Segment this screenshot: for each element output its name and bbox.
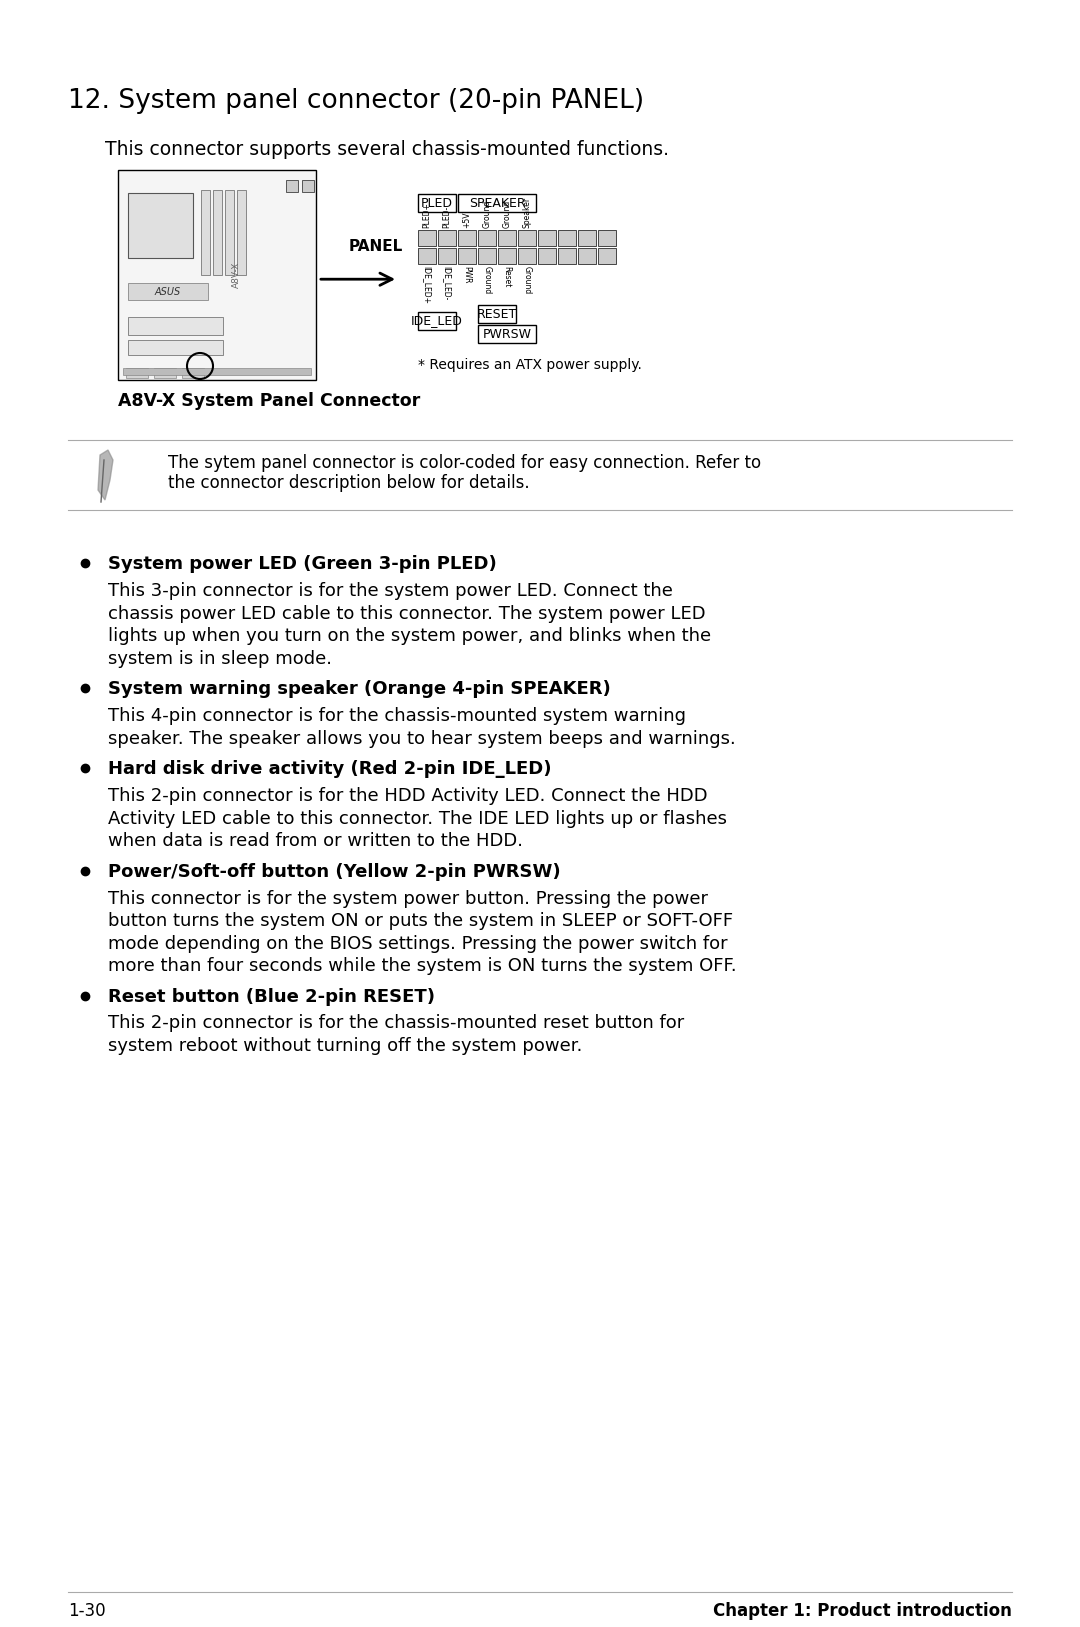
Text: system reboot without turning off the system power.: system reboot without turning off the sy… — [108, 1036, 582, 1054]
Bar — [129, 317, 222, 335]
Text: Reset button (Blue 2-pin RESET): Reset button (Blue 2-pin RESET) — [108, 988, 435, 1005]
Bar — [538, 247, 556, 264]
Bar — [129, 283, 208, 299]
Text: IDE_LED+: IDE_LED+ — [422, 265, 432, 304]
Bar — [418, 229, 436, 246]
Text: This 2-pin connector is for the chassis-mounted reset button for: This 2-pin connector is for the chassis-… — [108, 1015, 685, 1033]
Text: PLED-: PLED- — [443, 205, 451, 228]
Text: Hard disk drive activity (Red 2-pin IDE_LED): Hard disk drive activity (Red 2-pin IDE_… — [108, 760, 552, 778]
FancyBboxPatch shape — [478, 325, 536, 343]
Text: +5V: +5V — [462, 212, 472, 228]
Text: mode depending on the BIOS settings. Pressing the power switch for: mode depending on the BIOS settings. Pre… — [108, 934, 728, 952]
Bar — [213, 190, 222, 275]
Bar — [578, 247, 596, 264]
Text: Ground: Ground — [483, 200, 491, 228]
Text: The sytem panel connector is color-coded for easy connection. Refer to: The sytem panel connector is color-coded… — [168, 454, 761, 472]
Text: button turns the system ON or puts the system in SLEEP or SOFT-OFF: button turns the system ON or puts the s… — [108, 913, 733, 931]
Bar — [438, 229, 456, 246]
Text: more than four seconds while the system is ON turns the system OFF.: more than four seconds while the system … — [108, 957, 737, 975]
FancyBboxPatch shape — [418, 194, 456, 212]
Bar — [225, 190, 234, 275]
Bar — [302, 181, 314, 192]
Text: PWR: PWR — [462, 265, 472, 283]
Text: PLED: PLED — [421, 197, 453, 210]
Text: IDE_LED-: IDE_LED- — [443, 265, 451, 301]
Text: 1-30: 1-30 — [68, 1603, 106, 1620]
Text: Activity LED cable to this connector. The IDE LED lights up or flashes: Activity LED cable to this connector. Th… — [108, 810, 727, 828]
Bar — [126, 368, 148, 377]
Text: PANEL: PANEL — [349, 239, 403, 254]
Text: This connector supports several chassis-mounted functions.: This connector supports several chassis-… — [105, 140, 669, 159]
Bar — [238, 190, 246, 275]
Bar — [129, 340, 222, 355]
Text: Speaker: Speaker — [523, 197, 531, 228]
FancyBboxPatch shape — [418, 312, 456, 330]
Bar — [478, 229, 496, 246]
Text: Ground: Ground — [523, 265, 531, 294]
Text: PWRSW: PWRSW — [483, 327, 531, 340]
FancyBboxPatch shape — [458, 194, 536, 212]
Text: Power/Soft-off button (Yellow 2-pin PWRSW): Power/Soft-off button (Yellow 2-pin PWRS… — [108, 862, 561, 880]
Bar — [286, 181, 298, 192]
Bar — [538, 229, 556, 246]
Bar — [518, 247, 536, 264]
Bar — [578, 229, 596, 246]
Text: * Requires an ATX power supply.: * Requires an ATX power supply. — [418, 358, 642, 373]
FancyBboxPatch shape — [478, 304, 516, 324]
Text: A8V-X: A8V-X — [232, 262, 241, 288]
Text: This connector is for the system power button. Pressing the power: This connector is for the system power b… — [108, 890, 708, 908]
Text: speaker. The speaker allows you to hear system beeps and warnings.: speaker. The speaker allows you to hear … — [108, 729, 735, 747]
Text: This 4-pin connector is for the chassis-mounted system warning: This 4-pin connector is for the chassis-… — [108, 708, 686, 726]
Text: This 2-pin connector is for the HDD Activity LED. Connect the HDD: This 2-pin connector is for the HDD Acti… — [108, 787, 707, 805]
Text: A8V-X System Panel Connector: A8V-X System Panel Connector — [118, 392, 420, 410]
Text: This 3-pin connector is for the system power LED. Connect the: This 3-pin connector is for the system p… — [108, 582, 673, 600]
Bar — [598, 247, 616, 264]
Text: the connector description below for details.: the connector description below for deta… — [168, 473, 529, 491]
Bar — [478, 247, 496, 264]
Text: Reset: Reset — [502, 265, 512, 288]
Bar — [123, 368, 311, 374]
Bar — [558, 229, 576, 246]
Text: chassis power LED cable to this connector. The system power LED: chassis power LED cable to this connecto… — [108, 605, 705, 623]
Text: ASUS: ASUS — [154, 286, 181, 298]
Bar — [129, 194, 193, 259]
Text: Ground: Ground — [502, 200, 512, 228]
Text: lights up when you turn on the system power, and blinks when the: lights up when you turn on the system po… — [108, 626, 711, 644]
Text: IDE_LED: IDE_LED — [411, 314, 463, 327]
Text: 12. System panel connector (20-pin PANEL): 12. System panel connector (20-pin PANEL… — [68, 88, 644, 114]
Bar — [518, 229, 536, 246]
Bar — [458, 247, 476, 264]
Bar — [418, 247, 436, 264]
Text: Chapter 1: Product introduction: Chapter 1: Product introduction — [713, 1603, 1012, 1620]
Bar — [498, 229, 516, 246]
Bar — [598, 229, 616, 246]
Text: Ground: Ground — [483, 265, 491, 294]
Bar — [154, 368, 176, 377]
Text: SPEAKER: SPEAKER — [469, 197, 525, 210]
Text: RESET: RESET — [477, 308, 517, 321]
Text: System warning speaker (Orange 4-pin SPEAKER): System warning speaker (Orange 4-pin SPE… — [108, 680, 611, 698]
Text: System power LED (Green 3-pin PLED): System power LED (Green 3-pin PLED) — [108, 555, 497, 573]
Bar — [183, 368, 204, 377]
Polygon shape — [98, 451, 113, 499]
Bar — [201, 190, 211, 275]
Text: when data is read from or written to the HDD.: when data is read from or written to the… — [108, 831, 523, 849]
Text: PLED+: PLED+ — [422, 202, 432, 228]
Bar — [498, 247, 516, 264]
Bar — [438, 247, 456, 264]
Text: system is in sleep mode.: system is in sleep mode. — [108, 649, 332, 667]
Bar — [118, 169, 316, 381]
Bar — [558, 247, 576, 264]
Bar — [458, 229, 476, 246]
